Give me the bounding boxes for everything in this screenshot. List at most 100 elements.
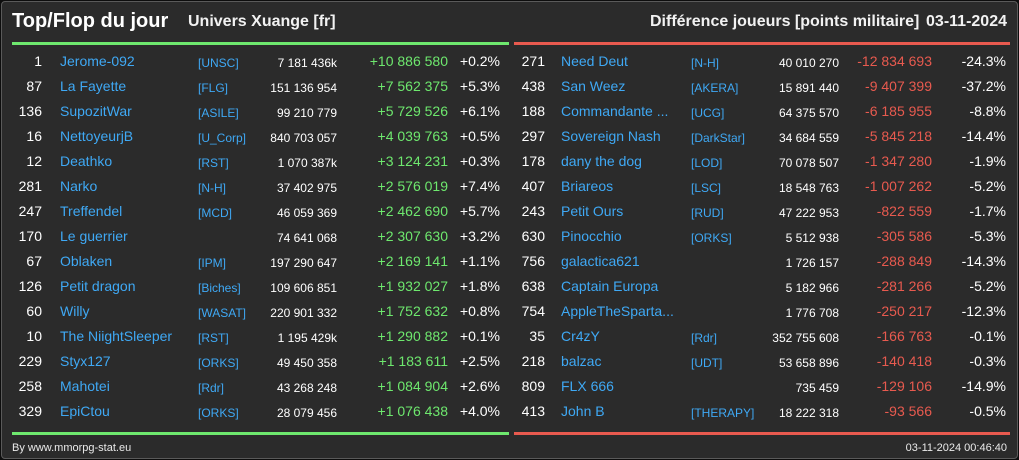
player-name-link[interactable]: Cr4zY <box>561 328 600 344</box>
table-row: 247 Treffendel [MCD] 46 059 369 +2 462 690 +5… <box>2 199 510 224</box>
player-name-link[interactable]: Commandante ... <box>561 103 669 119</box>
alliance-tag-link[interactable]: [U_Corp] <box>198 131 247 145</box>
alliance-tag-link[interactable]: [UDT] <box>691 356 723 370</box>
player-name-link[interactable]: The NiightSleeper <box>60 328 173 344</box>
player-name-link[interactable]: SupozitWar <box>60 103 132 119</box>
percent-change: +2.6% <box>459 378 500 394</box>
player-points: 352 755 608 <box>772 331 839 345</box>
player-name-link[interactable]: Petit dragon <box>60 278 136 294</box>
top-divider-green <box>12 42 509 45</box>
player-name-link[interactable]: Deathko <box>60 153 113 169</box>
player-name-link[interactable]: Briareos <box>561 178 614 194</box>
player-name-link[interactable]: San Weez <box>561 78 626 94</box>
alliance-tag-link[interactable]: [WASAT] <box>198 306 246 320</box>
alliance-tag-link[interactable]: [Biches] <box>198 281 241 295</box>
alliance-tag-link[interactable]: [N-H] <box>691 56 719 70</box>
alliance-tag-link[interactable]: [IPM] <box>198 256 227 270</box>
percent-change: -24.3% <box>961 53 1006 69</box>
player-name-link[interactable]: Oblaken <box>60 253 113 269</box>
alliance-tag-link[interactable]: [Rdr] <box>691 331 718 345</box>
site-credit-link[interactable]: By www.mmorpg-stat.eu <box>12 442 132 454</box>
player-points: 70 078 507 <box>778 156 839 170</box>
alliance-tag-link[interactable]: [LOD] <box>691 156 723 170</box>
alliance-tag-link[interactable]: [RST] <box>198 331 229 345</box>
points-difference: -281 266 <box>876 278 932 294</box>
percent-change: -12.3% <box>961 303 1006 319</box>
player-rank: 10 <box>26 328 42 344</box>
player-name-link[interactable]: dany the dog <box>561 153 642 169</box>
player-rank: 178 <box>521 153 545 169</box>
table-row: 170 Le guerrier 74 641 068 +2 307 630 +3.2% <box>2 224 510 249</box>
player-name-link[interactable]: balzac <box>561 353 602 369</box>
alliance-tag-link[interactable]: [Rdr] <box>198 381 225 395</box>
bottom-divider-green <box>12 432 509 435</box>
player-points: 34 684 559 <box>778 131 839 145</box>
player-name-link[interactable]: Willy <box>60 303 90 319</box>
player-rank: 60 <box>26 303 42 319</box>
player-name-link[interactable]: Pinocchio <box>561 228 622 244</box>
percent-change: +5.7% <box>459 203 500 219</box>
player-name-link[interactable]: Jerome-092 <box>60 53 135 69</box>
alliance-tag-link[interactable]: [UCG] <box>691 106 725 120</box>
table-row: 438 San Weez [AKERA] 15 891 440 -9 407 399 -3… <box>510 74 1017 99</box>
player-name-link[interactable]: John B <box>561 403 605 419</box>
percent-change: -0.5% <box>969 403 1006 419</box>
player-points: 7 181 436k <box>277 56 337 70</box>
alliance-tag-link[interactable]: [AKERA] <box>691 81 739 95</box>
page-title: Top/Flop du jour <box>12 10 169 32</box>
points-difference: +2 307 630 <box>377 228 448 244</box>
alliance-tag-link[interactable]: [ORKS] <box>198 356 239 370</box>
player-name-link[interactable]: FLX 666 <box>561 378 614 394</box>
player-rank: 126 <box>18 278 42 294</box>
points-difference: -305 586 <box>876 228 932 244</box>
player-rank: 809 <box>521 378 545 394</box>
alliance-tag-link[interactable]: [RST] <box>198 156 229 170</box>
alliance-tag-link[interactable]: [DarkStar] <box>691 131 746 145</box>
player-name-link[interactable]: AppleTheSparta... <box>561 303 674 319</box>
player-rank: 67 <box>26 253 42 269</box>
player-name-link[interactable]: Styx127 <box>60 353 111 369</box>
player-name-link[interactable]: EpiCtou <box>60 403 110 419</box>
table-row: 407 Briareos [LSC] 18 548 763 -1 007 262 -5.2… <box>510 174 1017 199</box>
player-name-link[interactable]: Petit Ours <box>561 203 624 219</box>
alliance-tag-link[interactable]: [ORKS] <box>691 231 732 245</box>
player-name-link[interactable]: La Fayette <box>60 78 127 94</box>
player-name-link[interactable]: Mahotei <box>60 378 110 394</box>
player-name-link[interactable]: Sovereign Nash <box>561 128 661 144</box>
alliance-tag-link[interactable]: [RUD] <box>691 206 724 220</box>
percent-change: -8.8% <box>969 103 1006 119</box>
player-name-link[interactable]: galactica621 <box>561 253 640 269</box>
table-row: 809 FLX 666 735 459 -129 106 -14.9% <box>510 374 1017 399</box>
percent-change: -1.9% <box>969 153 1006 169</box>
player-points: 53 658 896 <box>778 356 839 370</box>
alliance-tag-link[interactable]: [ASILE] <box>198 106 239 120</box>
player-points: 18 548 763 <box>778 181 839 195</box>
percent-change: -14.4% <box>961 128 1006 144</box>
percent-change: -0.1% <box>969 328 1006 344</box>
alliance-tag-link[interactable]: [LSC] <box>691 181 722 195</box>
alliance-tag-link[interactable]: [ORKS] <box>198 406 239 420</box>
percent-change: +5.3% <box>459 78 500 94</box>
table-row: 126 Petit dragon [Biches] 109 606 851 +1 932… <box>2 274 510 299</box>
alliance-tag-link[interactable]: [FLG] <box>198 81 229 95</box>
alliance-tag-link[interactable]: [THERAPY] <box>691 406 755 420</box>
table-row: 271 Need Deut [N-H] 40 010 270 -12 834 693 -2… <box>510 49 1017 74</box>
alliance-tag-link[interactable]: [UNSC] <box>198 56 239 70</box>
player-rank: 754 <box>521 303 545 319</box>
top-losers-list: 271 Need Deut [N-H] 40 010 270 -12 834 693 -2… <box>510 49 1017 424</box>
player-rank: 1 <box>34 53 42 69</box>
player-rank: 136 <box>18 103 42 119</box>
table-row: 67 Oblaken [IPM] 197 290 647 +2 169 141 +1.1% <box>2 249 510 274</box>
alliance-tag-link[interactable]: [N-H] <box>198 181 226 195</box>
player-name-link[interactable]: NettoyeurjB <box>60 128 134 144</box>
player-name-link[interactable]: Le guerrier <box>60 228 128 244</box>
table-row: 178 dany the dog [LOD] 70 078 507 -1 347 280… <box>510 149 1017 174</box>
player-name-link[interactable]: Narko <box>60 178 98 194</box>
player-name-link[interactable]: Captain Europa <box>561 278 659 294</box>
player-name-link[interactable]: Need Deut <box>561 53 628 69</box>
alliance-tag-link[interactable]: [MCD] <box>198 206 232 220</box>
player-name-link[interactable]: Treffendel <box>60 203 123 219</box>
percent-change: +0.8% <box>459 303 500 319</box>
player-points: 1 726 157 <box>785 256 839 270</box>
